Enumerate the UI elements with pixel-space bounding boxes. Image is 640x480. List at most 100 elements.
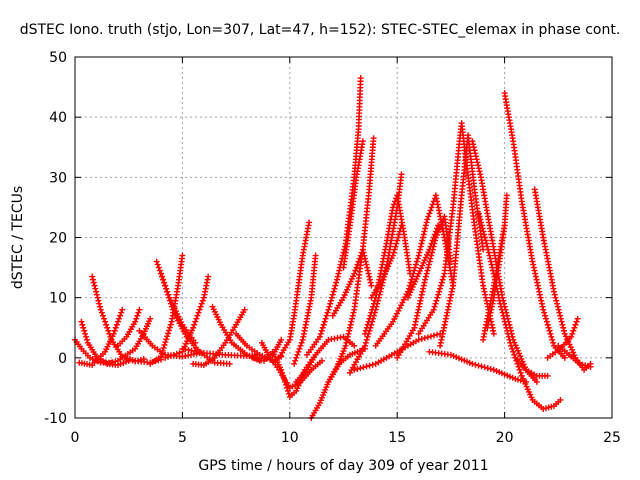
series-track-31 — [351, 330, 444, 373]
data-point — [164, 333, 171, 340]
data-point — [349, 315, 356, 322]
data-point — [437, 282, 444, 289]
data-point — [551, 288, 558, 295]
data-point — [395, 234, 402, 241]
data-point — [100, 315, 107, 322]
x-axis: 0 5 10 15 20 25 — [71, 57, 621, 446]
x-tick-label: 20 — [496, 430, 514, 446]
data-point — [160, 276, 167, 283]
data-point — [481, 234, 488, 241]
data-point — [476, 213, 483, 220]
data-point — [409, 273, 416, 280]
data-point — [484, 365, 491, 372]
series-track-36 — [437, 132, 487, 349]
data-point — [425, 261, 432, 268]
data-point — [427, 243, 434, 250]
data-point — [503, 192, 510, 199]
series-track-25 — [325, 135, 377, 385]
data-point — [105, 327, 112, 334]
data-point — [298, 339, 305, 346]
data-point — [426, 246, 433, 253]
data-point — [294, 351, 301, 358]
data-point — [285, 390, 292, 397]
data-point — [359, 138, 366, 145]
data-point — [333, 279, 340, 286]
data-point — [426, 210, 433, 217]
data-point — [282, 378, 289, 385]
series-track-35 — [415, 120, 497, 337]
data-point — [319, 357, 326, 364]
data-point — [93, 288, 100, 295]
series-track-12 — [162, 273, 212, 361]
data-point — [153, 258, 160, 265]
data-point — [362, 258, 369, 265]
data-point — [332, 282, 339, 289]
data-point — [114, 318, 121, 325]
data-point — [370, 300, 377, 307]
data-point — [93, 291, 100, 298]
data-point — [113, 321, 120, 328]
data-point — [515, 363, 522, 370]
data-point — [394, 237, 401, 244]
series-track-19 — [269, 348, 319, 400]
data-point — [415, 252, 422, 259]
data-point — [82, 330, 89, 337]
data-point — [429, 201, 436, 208]
data-point — [544, 321, 551, 328]
data-point — [78, 318, 85, 325]
data-point — [165, 291, 172, 298]
data-point — [190, 324, 197, 331]
data-point — [351, 270, 358, 277]
data-point — [506, 336, 513, 343]
data-point — [573, 318, 580, 325]
data-point — [293, 354, 300, 361]
data-point — [554, 300, 561, 307]
data-point — [281, 375, 288, 382]
data-point — [511, 351, 518, 358]
data-point — [420, 231, 427, 238]
series-track-21 — [293, 333, 358, 385]
data-point — [346, 327, 353, 334]
data-point — [322, 315, 329, 322]
data-point — [423, 270, 430, 277]
data-point — [156, 267, 163, 274]
data-point — [92, 285, 99, 292]
x-tick-label: 0 — [71, 430, 80, 446]
data-point — [280, 372, 287, 379]
data-point — [439, 276, 446, 283]
data-point — [278, 366, 285, 373]
data-point — [436, 285, 443, 292]
data-point — [487, 366, 494, 373]
series-track-27 — [329, 246, 375, 319]
data-point — [431, 231, 438, 238]
data-point — [355, 258, 362, 265]
data-point — [351, 366, 358, 373]
data-point — [504, 330, 511, 337]
data-point — [476, 168, 483, 175]
data-point — [363, 261, 370, 268]
data-point — [470, 141, 477, 148]
data-point — [421, 335, 428, 342]
data-point — [517, 369, 524, 376]
data-point — [321, 318, 328, 325]
data-point — [475, 162, 482, 169]
data-point — [501, 315, 508, 322]
data-point — [136, 306, 143, 313]
series-track-20 — [276, 219, 313, 361]
series-track-44 — [531, 186, 594, 373]
data-point — [415, 336, 422, 343]
x-tick-label: 10 — [281, 430, 299, 446]
data-point — [587, 363, 594, 370]
data-point — [327, 300, 334, 307]
data-point — [510, 348, 517, 355]
data-point — [166, 294, 173, 301]
data-point — [543, 318, 550, 325]
data-point — [556, 309, 563, 316]
data-point — [550, 339, 557, 346]
data-point — [96, 300, 103, 307]
series-track-15 — [209, 303, 263, 364]
data-point — [97, 306, 104, 313]
data-point — [561, 354, 568, 361]
data-point — [498, 306, 505, 313]
data-point — [397, 225, 404, 232]
